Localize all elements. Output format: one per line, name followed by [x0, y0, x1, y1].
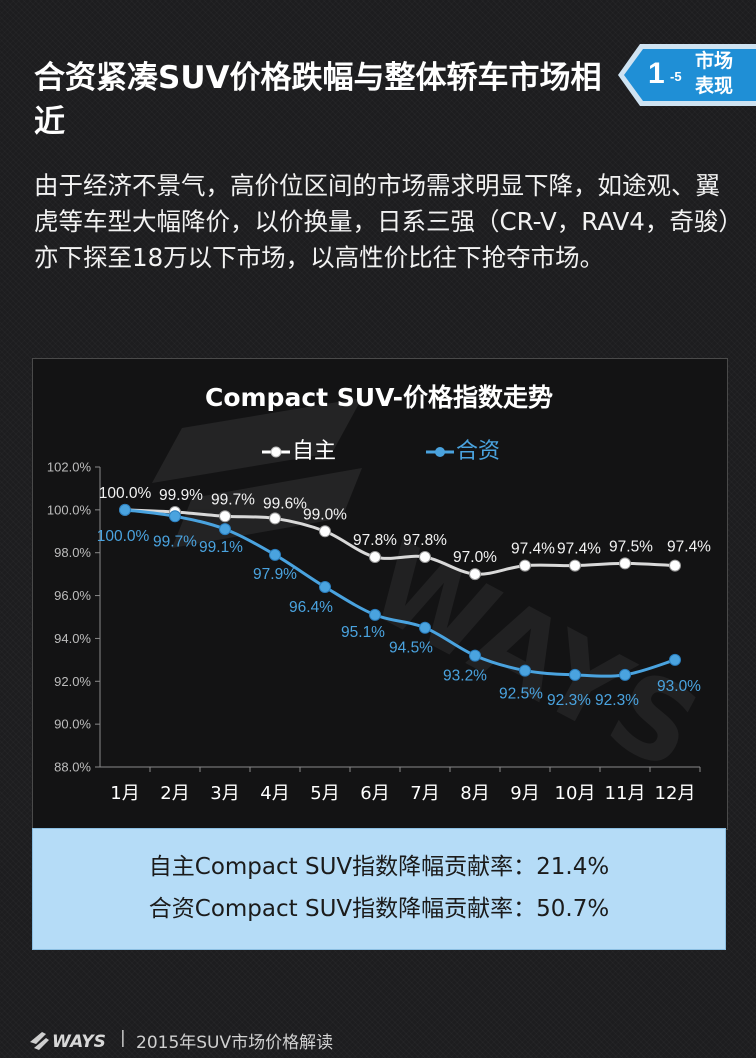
x-tick-label: 12月 [655, 783, 696, 804]
footer-title: 2015年SUV市场价格解读 [136, 1033, 334, 1053]
footer-logo-text: WAYS [52, 1032, 106, 1052]
summary-box: 自主Compact SUV指数降幅贡献率：21.4% 合资Compact SUV… [32, 828, 726, 950]
data-point [269, 512, 281, 525]
legend-label-hezi: 合资 [456, 439, 501, 464]
x-tick-label: 8月 [460, 783, 489, 804]
x-tick-label: 6月 [360, 783, 389, 804]
intro-paragraph: 由于经济不景气，高价位区间的市场需求明显下降，如途观、翼虎等车型大幅降价，以价换… [34, 171, 731, 272]
data-label: 92.3% [547, 692, 591, 709]
data-label: 97.0% [453, 549, 497, 566]
data-label: 92.5% [499, 686, 543, 703]
data-point [669, 653, 681, 666]
data-point [619, 557, 631, 570]
data-point [569, 668, 581, 681]
data-label: 93.0% [657, 678, 701, 695]
x-tick-label: 11月 [605, 783, 646, 804]
y-tick-label: 96.0% [54, 588, 91, 603]
data-label: 97.4% [557, 541, 601, 558]
data-label: 95.1% [341, 624, 385, 641]
data-label: 100.0% [97, 528, 150, 545]
data-point [669, 559, 681, 572]
x-tick-label: 7月 [410, 783, 439, 804]
data-point [519, 664, 531, 677]
data-label: 94.5% [389, 640, 433, 657]
data-label: 99.0% [303, 506, 347, 523]
footer-separator: | [120, 1028, 126, 1048]
data-point [469, 568, 481, 581]
data-point [219, 523, 231, 536]
data-point [519, 559, 531, 572]
ways-logo: WAYS [30, 1032, 106, 1052]
data-point [419, 621, 431, 634]
data-point [169, 510, 181, 523]
chart-panel [32, 358, 728, 830]
data-point [269, 548, 281, 561]
price-index-line-chart: 88.0% 90.0% 92.0% 94.0% 96.0% 98.0% 100.0% 102.… [47, 460, 711, 805]
x-tick-label: 3月 [210, 783, 239, 804]
data-point [369, 608, 381, 621]
y-tick-label: 88.0% [54, 760, 91, 775]
data-label: 99.9% [159, 487, 203, 504]
data-point [419, 551, 431, 563]
data-point [319, 525, 331, 538]
data-label: 99.1% [199, 539, 243, 556]
data-label: 100.0% [99, 485, 152, 502]
badge-number: 1 [648, 57, 665, 90]
data-label: 93.2% [443, 668, 487, 685]
badge-fill [624, 49, 756, 101]
x-tick-label: 1月 [110, 783, 139, 804]
summary-line-zizhu: 自主Compact SUV指数降幅贡献率：21.4% [148, 854, 610, 880]
data-point [369, 551, 381, 563]
page-title: 合资紧凑SUV价格跌幅与整体轿车市场相近 [34, 60, 602, 140]
data-point [619, 668, 631, 681]
y-tick-label: 92.0% [54, 674, 91, 689]
x-tick-label: 5月 [310, 783, 339, 804]
legend-marker-zizhu [262, 446, 290, 458]
data-point [469, 649, 481, 662]
badge-label-line2: 表现 [695, 75, 734, 97]
data-point [119, 503, 131, 516]
data-label: 99.7% [153, 533, 197, 550]
data-label: 97.4% [511, 541, 555, 558]
y-tick-label: 100.0% [47, 502, 92, 517]
data-label: 97.8% [353, 532, 397, 549]
data-label: 92.3% [595, 692, 639, 709]
x-tick-label: 9月 [510, 783, 539, 804]
data-label: 97.9% [253, 566, 297, 583]
y-tick-label: 94.0% [54, 631, 91, 646]
data-label: 99.6% [263, 495, 307, 512]
data-label: 97.8% [403, 532, 447, 549]
chart-title: Compact SUV-价格指数走势 [204, 383, 554, 412]
data-label: 96.4% [289, 599, 333, 616]
data-point [319, 581, 331, 593]
x-tick-label: 10月 [555, 783, 596, 804]
x-tick-label: 4月 [260, 783, 289, 804]
legend-label-zizhu: 自主 [292, 439, 337, 464]
y-tick-label: 98.0% [54, 545, 91, 560]
data-point [219, 510, 231, 523]
y-tick-label: 90.0% [54, 717, 91, 732]
section-badge: 1 -5 市场 表现 [618, 44, 756, 106]
y-tick-label: 102.0% [47, 460, 92, 475]
badge-subnumber: -5 [670, 69, 682, 84]
data-label: 97.4% [667, 539, 711, 556]
x-tick-label: 2月 [160, 783, 189, 804]
data-label: 99.7% [211, 491, 255, 508]
summary-line-hezi: 合资Compact SUV指数降幅贡献率：50.7% [148, 896, 610, 922]
data-label: 97.5% [609, 538, 653, 555]
badge-label-line1: 市场 [695, 50, 734, 72]
data-point [569, 559, 581, 572]
legend-marker-hezi [426, 447, 454, 457]
